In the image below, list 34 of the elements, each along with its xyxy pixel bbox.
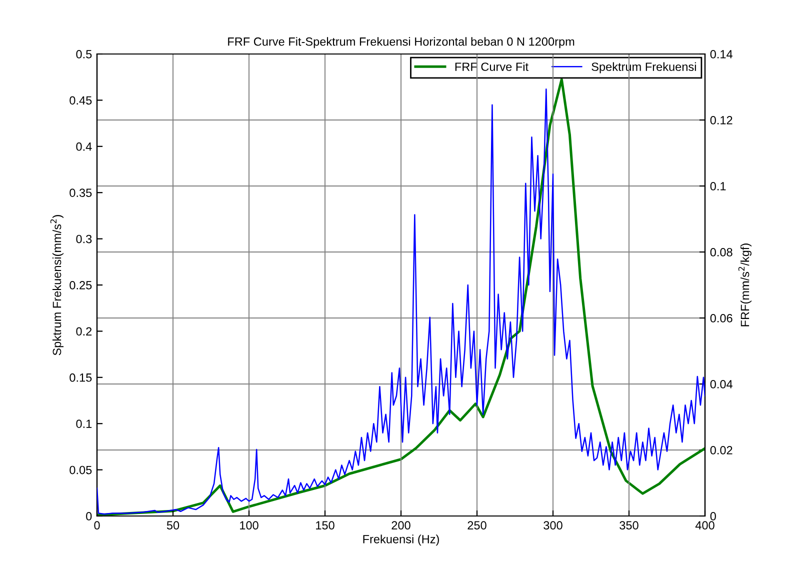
x-tick-label: 400 — [695, 521, 714, 530]
y2-tick-label: 0 — [710, 512, 716, 520]
y2-tick-label: 0.06 — [710, 314, 732, 322]
y2-tick-label: 0.14 — [710, 50, 732, 58]
chart-title: FRF Curve Fit-Spektrum Frekuensi Horizontal beban 0 N 1200rpm — [228, 37, 574, 48]
x-axis-title: Frekuensi (Hz) — [363, 534, 439, 546]
y-tick-label: 0.2 — [76, 327, 92, 336]
y-tick-label: 0 — [86, 512, 92, 520]
y2-tick-label: 0.1 — [710, 182, 726, 190]
y-tick-label: 0.05 — [70, 466, 92, 474]
x-tick-label: 350 — [620, 521, 638, 530]
y-tick-label: 0.3 — [76, 234, 92, 244]
x-tick-label: 0 — [94, 521, 100, 530]
legend-label: FRF Curve Fit — [455, 62, 528, 71]
y-tick-label: 0.1 — [76, 420, 92, 428]
y-tick-label: 0.35 — [70, 188, 92, 197]
y-tick-label: 0.45 — [70, 96, 92, 105]
y2-axis-title: FRF(mm/s$^{2}$/kgf) — [738, 244, 752, 326]
x-tick-label: 250 — [468, 521, 486, 530]
x-tick-label: 50 — [166, 521, 180, 530]
y2-tick-label: 0.12 — [710, 116, 732, 124]
x-tick-label: 200 — [392, 521, 410, 530]
y-tick-label: 0.5 — [76, 50, 92, 58]
y-tick-label: 0.15 — [70, 373, 92, 382]
y2-tick-label: 0.04 — [710, 380, 732, 388]
x-tick-label: 150 — [316, 521, 334, 530]
y-tick-label: 0.4 — [76, 142, 92, 151]
y2-tick-label: 0.08 — [710, 248, 732, 256]
y2-tick-label: 0.02 — [710, 446, 732, 454]
x-tick-label: 100 — [240, 521, 258, 530]
x-tick-label: 300 — [544, 521, 562, 530]
y-tick-label: 0.25 — [70, 281, 92, 290]
y-axis-title: Spktrum Frekuensi(mm/s$^{2}$) — [50, 215, 64, 356]
legend-label: Spektrum Frekuensi — [592, 62, 696, 74]
